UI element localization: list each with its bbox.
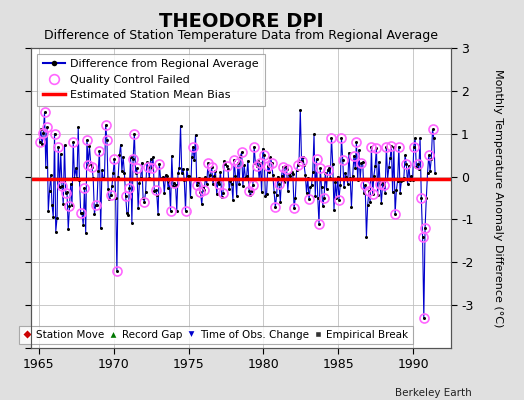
Text: THEODORE DPI: THEODORE DPI (159, 12, 323, 31)
Y-axis label: Monthly Temperature Anomaly Difference (°C): Monthly Temperature Anomaly Difference (… (493, 69, 503, 327)
Text: Berkeley Earth: Berkeley Earth (395, 388, 472, 398)
Legend: Station Move, Record Gap, Time of Obs. Change, Empirical Break: Station Move, Record Gap, Time of Obs. C… (19, 326, 413, 344)
Title: Difference of Station Temperature Data from Regional Average: Difference of Station Temperature Data f… (44, 29, 438, 42)
